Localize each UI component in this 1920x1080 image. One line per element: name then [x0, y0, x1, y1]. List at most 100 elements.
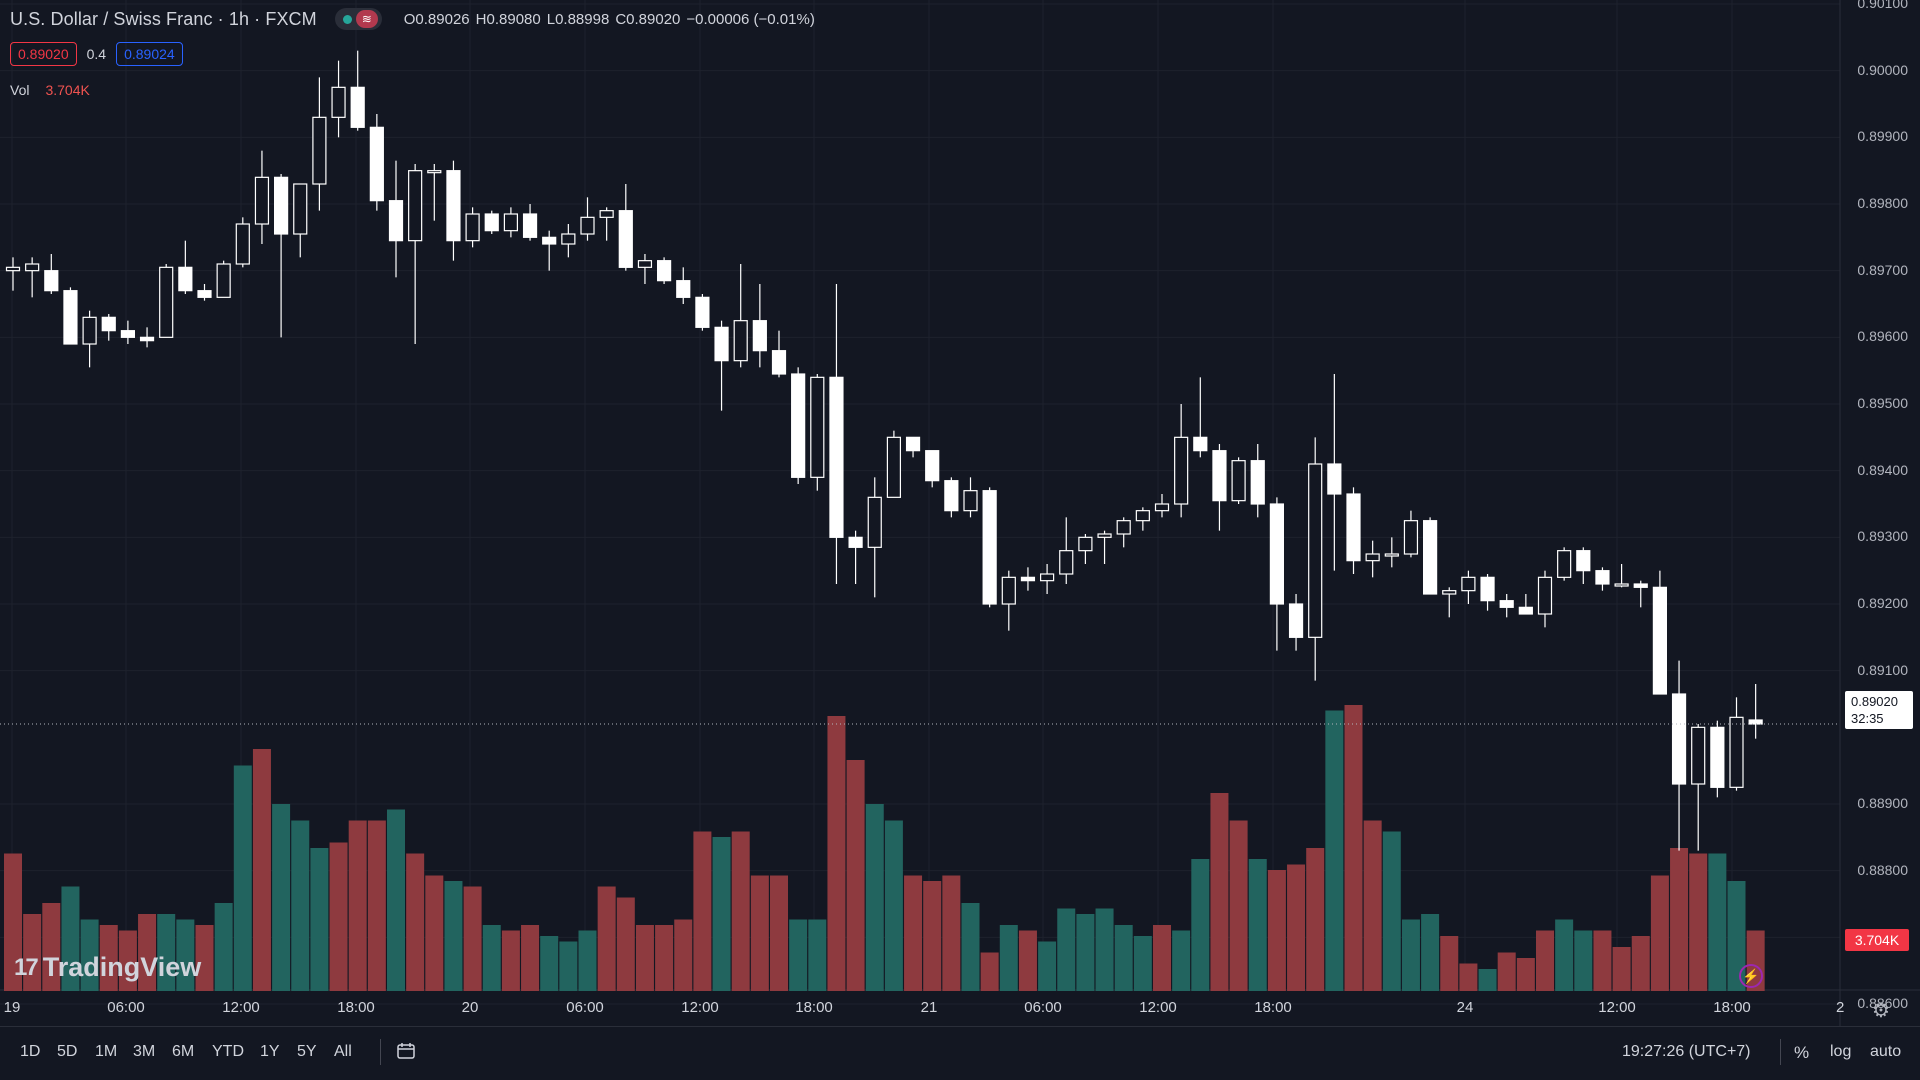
range-1m-button[interactable]: 1M [95, 1043, 118, 1060]
volume-bar [482, 925, 501, 991]
candle-body-down [618, 210, 633, 268]
volume-bar [80, 919, 99, 991]
price-tick-label: 0.89400 [1857, 461, 1908, 478]
candle-body-down [848, 536, 863, 548]
volume-bar [827, 716, 846, 991]
candle-body-down [522, 213, 538, 238]
candle-body-up [1308, 463, 1323, 638]
candle-body-down [752, 320, 767, 352]
candle-body-up [1039, 573, 1055, 582]
volume-bar [1593, 930, 1612, 991]
volume-bar [195, 925, 214, 991]
volume-bar [1650, 875, 1669, 991]
volume-value: 3.704K [45, 82, 90, 98]
sell-button[interactable]: 0.89020 [10, 42, 77, 66]
volume-bar [865, 804, 884, 991]
close-value: 0.89020 [626, 10, 681, 28]
candle-body-up [1614, 583, 1629, 587]
candle-body-down [829, 376, 844, 538]
time-tick-label: 24 [1456, 999, 1474, 1016]
candle-body-up [1135, 510, 1150, 522]
candle-body-down [1269, 503, 1285, 605]
symbol-title[interactable]: U.S. Dollar / Swiss Franc · 1h · FXCM [10, 8, 317, 29]
volume-bar [635, 925, 654, 991]
volume-bar [157, 914, 176, 991]
divider [1780, 1039, 1781, 1065]
volume-bar [750, 875, 769, 991]
range-5y-button[interactable]: 5Y [297, 1043, 317, 1060]
candle-body-down [1346, 493, 1361, 562]
volume-bar [674, 919, 693, 991]
price-tick-label: 0.89700 [1857, 261, 1908, 278]
time-tick-label: 12:00 [1598, 999, 1636, 1016]
data-delay-icon: ≋ [355, 10, 378, 28]
range-1y-button[interactable]: 1Y [260, 1043, 280, 1060]
candle-body-up [1116, 520, 1131, 535]
volume-bar [252, 749, 271, 991]
time-tick-label: 12:00 [1139, 999, 1177, 1016]
candle-body-down [1499, 600, 1514, 608]
candle-body-up [1557, 550, 1572, 578]
volume-bar [999, 925, 1018, 991]
range-6m-button[interactable]: 6M [172, 1043, 195, 1060]
time-tick-label: 18:00 [1713, 999, 1751, 1016]
clock-timezone[interactable]: 19:27:26 (UTC+7) [1622, 1043, 1751, 1060]
volume-bar [597, 886, 616, 991]
log-scale-button[interactable]: log [1830, 1043, 1852, 1060]
lightning-icon[interactable]: ⚡ [1739, 964, 1763, 988]
candle-body-up [1097, 533, 1112, 538]
volume-bar [961, 903, 980, 991]
candle-body-up [963, 490, 978, 512]
candle-body-up [254, 176, 270, 225]
last-price-value: 0.89020 [1851, 694, 1898, 709]
last-price-label: 0.89020 32:35 [1845, 691, 1913, 729]
range-1d-button[interactable]: 1D [20, 1043, 41, 1060]
candle-body-up [159, 266, 174, 338]
go-to-date-icon[interactable] [396, 1041, 416, 1061]
volume-bar [1114, 925, 1133, 991]
candle-body-down [388, 200, 404, 242]
time-tick-label: 19 [3, 999, 21, 1016]
volume-bar [1133, 936, 1152, 991]
time-tick-label: 06:00 [1024, 999, 1062, 1016]
range-ytd-button[interactable]: YTD [212, 1043, 244, 1060]
candle-body-up [1403, 520, 1419, 555]
settings-gear-icon[interactable]: ⚙ [1872, 1000, 1890, 1022]
price-tick-label: 0.89600 [1857, 328, 1908, 345]
volume-bar [4, 853, 22, 991]
market-status-pill[interactable]: ≋ [334, 8, 382, 30]
time-tick-label: 12:00 [681, 999, 719, 1016]
volume-bar [693, 831, 712, 991]
volume-bar [310, 848, 329, 991]
auto-scale-button[interactable]: auto [1870, 1043, 1902, 1060]
range-3m-button[interactable]: 3M [133, 1043, 156, 1060]
volume-bar [884, 820, 903, 991]
volume-bar [23, 914, 42, 991]
last-volume-label: 3.704K [1845, 929, 1909, 951]
candle-body-down [1327, 463, 1342, 495]
volume-bar [272, 804, 291, 991]
percent-scale-button[interactable]: % [1794, 1043, 1810, 1062]
logo-text: TradingView [42, 952, 202, 982]
time-tick-label: 18:00 [1254, 999, 1292, 1016]
candle-body-down [1422, 520, 1438, 595]
price-chart[interactable] [0, 0, 1920, 1026]
volume-bar [1459, 963, 1478, 991]
price-tick-label: 0.90100 [1857, 0, 1908, 11]
candle-body-down [120, 330, 136, 338]
candle-body-up [1442, 590, 1457, 595]
candle-body-up [1174, 436, 1189, 505]
volume-bar [1076, 914, 1095, 991]
volume-bar [1631, 936, 1650, 991]
range-5d-button[interactable]: 5D [57, 1043, 78, 1060]
candle-body-up [810, 376, 825, 478]
volume-bar [42, 903, 61, 991]
volume-bar [1018, 930, 1037, 991]
candle-body-up [1384, 553, 1399, 557]
buy-button[interactable]: 0.89024 [116, 42, 183, 66]
open-value: 0.89026 [415, 10, 470, 28]
price-tick-label: 0.88800 [1857, 861, 1908, 878]
volume-bar [1574, 930, 1593, 991]
volume-legend[interactable]: Vol 3.704K [10, 82, 90, 98]
range-all-button[interactable]: All [334, 1043, 352, 1060]
